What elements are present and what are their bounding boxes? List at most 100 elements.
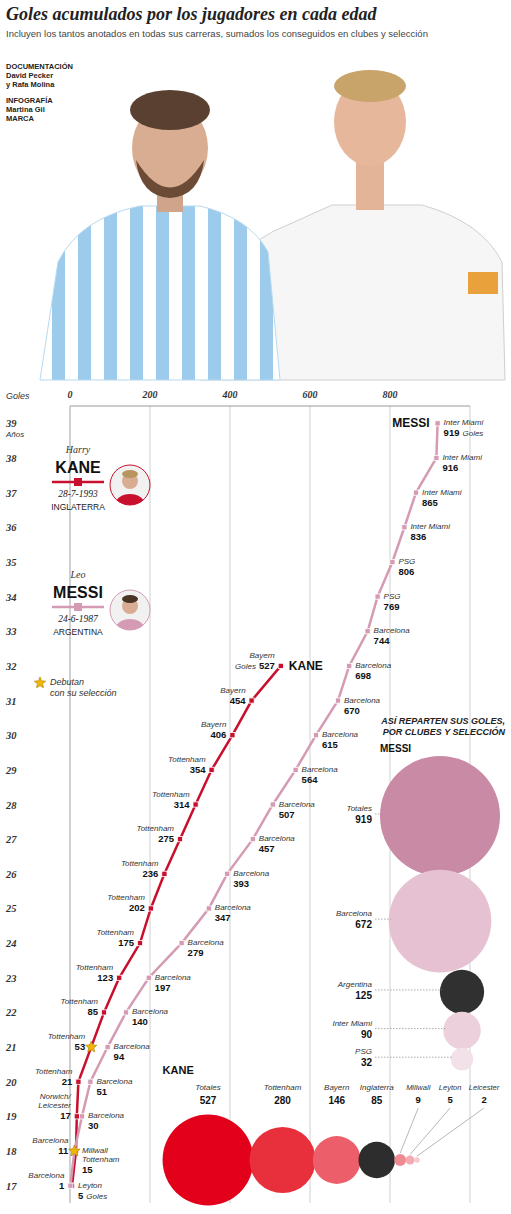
- svg-text:Años: Años: [5, 430, 24, 439]
- svg-text:Leyton: Leyton: [439, 1083, 462, 1092]
- svg-text:Barcelona: Barcelona: [28, 1171, 65, 1180]
- svg-text:347: 347: [215, 912, 231, 923]
- svg-text:MESSI: MESSI: [392, 416, 429, 430]
- svg-text:Barcelona: Barcelona: [155, 973, 192, 982]
- svg-text:Tottenham: Tottenham: [35, 1067, 73, 1076]
- svg-text:1: 1: [59, 1180, 65, 1191]
- svg-text:15: 15: [82, 1164, 93, 1175]
- svg-text:0: 0: [68, 389, 73, 400]
- svg-text:30: 30: [88, 1120, 99, 1131]
- svg-text:32: 32: [5, 661, 17, 672]
- svg-text:38: 38: [5, 453, 17, 464]
- svg-text:KANE: KANE: [289, 659, 323, 673]
- svg-text:53: 53: [75, 1041, 86, 1052]
- svg-text:Inter Miami: Inter Miami: [442, 453, 482, 462]
- svg-text:698: 698: [355, 670, 371, 681]
- svg-text:Goles527: Goles527: [235, 660, 275, 671]
- svg-text:17: 17: [6, 1181, 17, 1192]
- svg-text:Argentina: Argentina: [337, 980, 373, 989]
- svg-text:Barcelona: Barcelona: [279, 800, 316, 809]
- svg-text:2: 2: [481, 1094, 486, 1105]
- svg-text:5Goles: 5Goles: [78, 1190, 107, 1201]
- svg-text:457: 457: [259, 843, 275, 854]
- svg-text:Barcelona: Barcelona: [88, 1111, 125, 1120]
- svg-text:Leyton: Leyton: [78, 1181, 103, 1190]
- svg-text:Bayern: Bayern: [249, 651, 275, 660]
- svg-text:25: 25: [5, 903, 17, 914]
- svg-text:Leicester: Leicester: [38, 1101, 71, 1110]
- svg-text:Tottenham: Tottenham: [107, 893, 145, 902]
- svg-text:21: 21: [5, 1042, 17, 1053]
- svg-text:615: 615: [322, 739, 339, 750]
- svg-text:919Goles: 919Goles: [444, 427, 484, 438]
- svg-text:Tottenham: Tottenham: [76, 963, 114, 972]
- svg-text:94: 94: [114, 1051, 125, 1062]
- svg-text:125: 125: [355, 990, 372, 1001]
- svg-text:85: 85: [371, 1095, 383, 1106]
- svg-text:400: 400: [222, 389, 238, 400]
- svg-text:33: 33: [5, 626, 17, 637]
- svg-text:PSG: PSG: [384, 592, 401, 601]
- svg-text:Goles: Goles: [6, 391, 30, 401]
- svg-text:Tottenham: Tottenham: [60, 997, 98, 1006]
- svg-text:Barcelona: Barcelona: [374, 626, 411, 635]
- svg-text:Millwall: Millwall: [82, 1146, 108, 1155]
- svg-text:Tottenham: Tottenham: [152, 790, 190, 799]
- svg-text:Leicester: Leicester: [469, 1083, 500, 1092]
- svg-text:22: 22: [5, 1007, 17, 1018]
- svg-text:MESSI: MESSI: [380, 743, 411, 754]
- svg-text:Inter Miami: Inter Miami: [332, 1019, 372, 1028]
- svg-text:36: 36: [5, 522, 17, 533]
- svg-text:23: 23: [5, 973, 17, 984]
- svg-text:140: 140: [132, 1016, 148, 1027]
- svg-text:20: 20: [5, 1077, 17, 1088]
- svg-text:Barcelona: Barcelona: [302, 765, 339, 774]
- svg-text:236: 236: [143, 868, 159, 879]
- svg-text:POR CLUBES Y SELECCIÓN: POR CLUBES Y SELECCIÓN: [383, 726, 506, 737]
- svg-text:24: 24: [5, 938, 17, 949]
- svg-text:Barcelona: Barcelona: [114, 1042, 151, 1051]
- svg-text:11: 11: [58, 1145, 69, 1156]
- svg-text:769: 769: [384, 601, 400, 612]
- svg-text:Barcelona: Barcelona: [188, 938, 225, 947]
- svg-text:279: 279: [188, 947, 204, 958]
- svg-text:672: 672: [355, 919, 372, 930]
- svg-text:175: 175: [118, 937, 135, 948]
- svg-text:18: 18: [6, 1146, 17, 1157]
- svg-text:ASÍ REPARTEN SUS GOLES,: ASÍ REPARTEN SUS GOLES,: [380, 716, 505, 726]
- svg-text:Barcelona: Barcelona: [132, 1007, 169, 1016]
- svg-text:507: 507: [279, 809, 295, 820]
- svg-text:30: 30: [5, 730, 17, 741]
- svg-text:Barcelona: Barcelona: [336, 909, 373, 918]
- svg-text:146: 146: [328, 1095, 345, 1106]
- svg-text:Tottenham: Tottenham: [136, 824, 174, 833]
- svg-text:280: 280: [274, 1095, 291, 1106]
- svg-text:Totales: Totales: [195, 1083, 221, 1092]
- svg-text:Inter Miami: Inter Miami: [444, 418, 484, 427]
- svg-text:Inter Miami: Inter Miami: [422, 488, 462, 497]
- svg-text:Barcelona: Barcelona: [233, 869, 270, 878]
- svg-text:670: 670: [344, 705, 360, 716]
- svg-text:5: 5: [447, 1094, 453, 1105]
- svg-text:MESSI: MESSI: [53, 584, 103, 601]
- svg-text:26: 26: [5, 869, 17, 880]
- svg-text:393: 393: [233, 878, 249, 889]
- svg-text:564: 564: [302, 774, 319, 785]
- svg-text:Bayern: Bayern: [324, 1083, 350, 1092]
- svg-text:Norwich/: Norwich/: [40, 1092, 72, 1101]
- svg-text:19: 19: [6, 1111, 17, 1122]
- svg-text:17: 17: [60, 1110, 71, 1121]
- svg-text:32: 32: [361, 1057, 373, 1068]
- svg-text:ARGENTINA: ARGENTINA: [53, 627, 103, 637]
- svg-text:Inter Miami: Inter Miami: [410, 522, 450, 531]
- svg-text:28: 28: [5, 800, 17, 811]
- svg-text:836: 836: [410, 531, 426, 542]
- svg-text:9: 9: [416, 1094, 421, 1105]
- svg-text:600: 600: [303, 389, 318, 400]
- svg-text:31: 31: [5, 696, 17, 707]
- svg-text:Tottenham: Tottenham: [48, 1032, 86, 1041]
- svg-text:con su selección: con su selección: [50, 688, 117, 698]
- svg-text:Tottenham: Tottenham: [96, 928, 134, 937]
- svg-text:Debutan: Debutan: [50, 677, 84, 687]
- svg-text:Leo: Leo: [70, 569, 86, 580]
